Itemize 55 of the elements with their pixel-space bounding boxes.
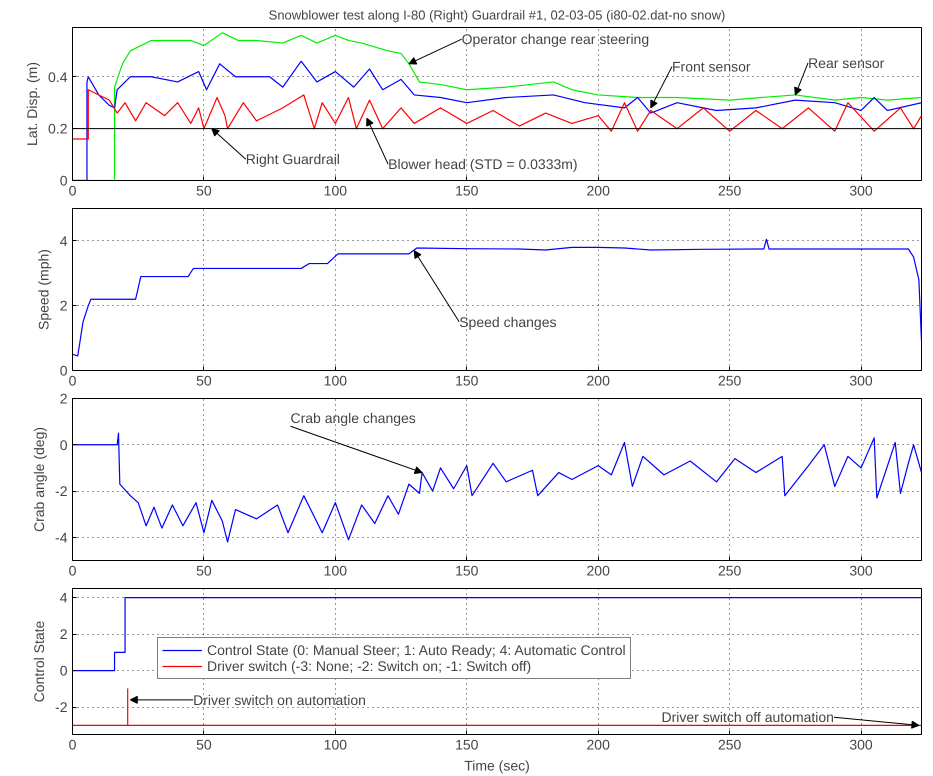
- x-tick-label: 200: [586, 562, 610, 578]
- annotation: Front sensor: [672, 58, 751, 75]
- x-tick-label: 200: [586, 736, 610, 752]
- x-tick-label: 250: [718, 736, 742, 752]
- annotation: Crab angle changes: [290, 410, 416, 426]
- x-tick-label: 250: [718, 372, 742, 388]
- x-axis-title: Time (sec): [464, 758, 530, 774]
- y-axis-title: Lat. Disp. (m): [24, 62, 40, 146]
- x-tick-label: 300: [849, 736, 873, 752]
- annotation: Speed changes: [459, 314, 557, 330]
- x-tick-label: 150: [455, 736, 479, 752]
- x-tick-label: 100: [324, 736, 348, 752]
- y-axis-title: Crab angle (deg): [31, 426, 48, 532]
- y-tick-label: 0.4: [48, 68, 68, 85]
- chart-title: Snowblower test along I-80 (Right) Guardrail #1, 02-03-05 (i80-02.dat-no snow): [268, 8, 726, 22]
- annotation: Right Guardrail: [246, 151, 340, 168]
- y-tick-label: 0: [60, 662, 68, 679]
- x-tick-label: 250: [718, 562, 742, 578]
- x-tick-label: 300: [849, 182, 873, 198]
- x-tick-label: 200: [586, 372, 610, 388]
- x-tick-label: 150: [455, 372, 479, 388]
- y-tick-label: 2: [60, 626, 68, 642]
- x-tick-label: 50: [196, 182, 212, 198]
- y-tick-label: 0: [60, 436, 68, 453]
- annotation: Blower head (STD = 0.0333m): [388, 156, 578, 172]
- x-tick-label: 50: [196, 736, 212, 752]
- y-tick-label: 4: [60, 232, 68, 249]
- y-tick-label: 2: [60, 390, 68, 406]
- annotation: Rear sensor: [808, 54, 885, 71]
- x-tick-label: 100: [324, 562, 348, 578]
- x-tick-label: 300: [849, 562, 873, 578]
- x-tick-label: 50: [196, 562, 212, 578]
- y-tick-label: -4: [55, 529, 68, 546]
- y-tick-label: 0: [60, 172, 68, 188]
- legend-label: Control State (0: Manual Steer; 1: Auto Ready; 4: Automatic Control: [207, 642, 626, 658]
- legend-label: Driver switch (-3: None; -2: Switch on; -1: Switch off): [207, 658, 532, 674]
- x-tick-label: 150: [455, 182, 479, 198]
- x-tick-label: 100: [324, 372, 348, 388]
- y-tick-label: 0.2: [48, 120, 68, 137]
- y-axis-title: Speed (mph): [36, 249, 52, 330]
- y-tick-label: 2: [60, 298, 68, 314]
- y-tick-label: -2: [55, 483, 68, 500]
- x-tick-label: 150: [455, 562, 479, 578]
- annotation: Driver switch on automation: [193, 692, 366, 708]
- annotation: Operator change rear steering: [462, 31, 650, 48]
- y-tick-label: 0: [60, 362, 68, 378]
- x-tick-label: 50: [196, 372, 212, 388]
- y-tick-label: 4: [60, 590, 68, 606]
- x-tick-label: 250: [718, 182, 742, 198]
- y-axis-title: Control State: [31, 620, 48, 702]
- x-tick-label: 300: [849, 372, 873, 388]
- x-tick-label: 100: [324, 182, 348, 198]
- annotation: Driver switch off automation: [661, 709, 834, 726]
- x-tick-label: 200: [586, 182, 610, 198]
- y-tick-label: -2: [55, 699, 68, 716]
